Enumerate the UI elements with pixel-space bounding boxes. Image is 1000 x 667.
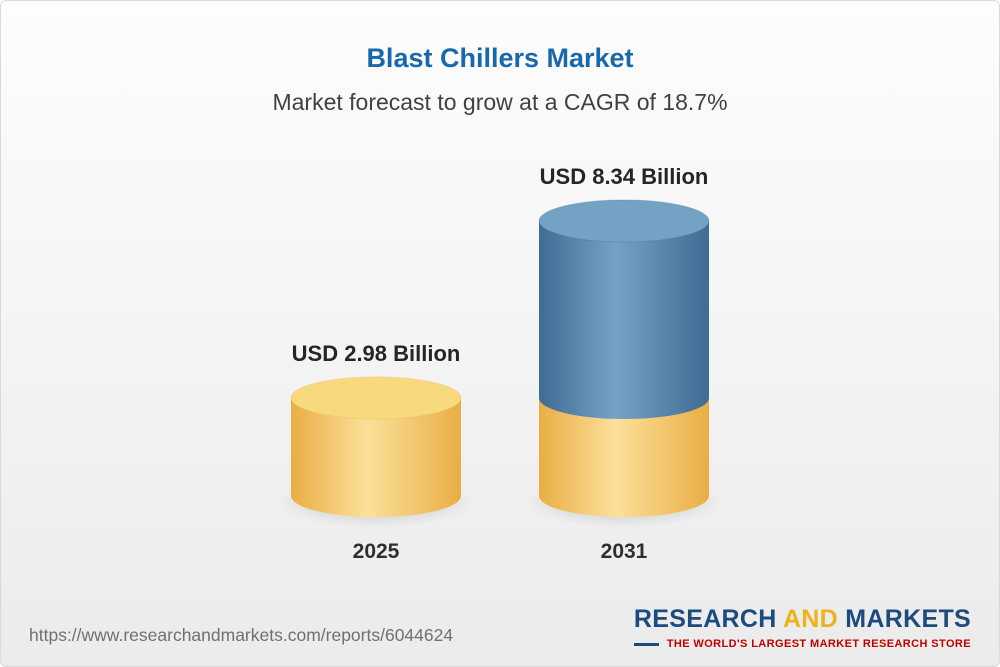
logo-word-research: RESEARCH: [633, 605, 777, 633]
bar-group-2031: USD 8.34 Billion 2031: [523, 164, 725, 564]
bar-value-label: USD 2.98 Billion: [291, 341, 461, 366]
bar-group-2025: USD 2.98 Billion 2025: [275, 341, 477, 564]
bar-year-label: 2025: [352, 540, 400, 563]
logo-wordmark: RESEARCH AND MARKETS: [634, 605, 971, 634]
logo-word-markets: MARKETS: [845, 605, 971, 633]
bar-value-label: USD 8.34 Billion: [539, 164, 709, 189]
chart-subtitle: Market forecast to grow at a CAGR of 18.…: [272, 89, 728, 115]
chart-title: Blast Chillers Market: [366, 43, 634, 73]
chart-header: Blast Chillers Market Market forecast to…: [1, 43, 999, 116]
report-url: https://www.researchandmarkets.com/repor…: [29, 625, 454, 645]
logo-tagline-row: THE WORLD'S LARGEST MARKET RESEARCH STOR…: [633, 638, 971, 650]
bar-year-label: 2031: [600, 540, 648, 563]
logo-rule: [633, 642, 659, 646]
logo-word-and: AND: [782, 605, 839, 633]
logo-tagline: THE WORLD'S LARGEST MARKET RESEARCH STOR…: [666, 638, 971, 650]
cylinder-2025: [275, 375, 477, 536]
cylinder-chart: USD 2.98 Billion 2025 USD 8.34 Billion 2031: [1, 164, 999, 564]
research-and-markets-logo: RESEARCH AND MARKETS THE WORLD'S LARGEST…: [633, 605, 971, 650]
cylinder-2031: [523, 198, 725, 536]
